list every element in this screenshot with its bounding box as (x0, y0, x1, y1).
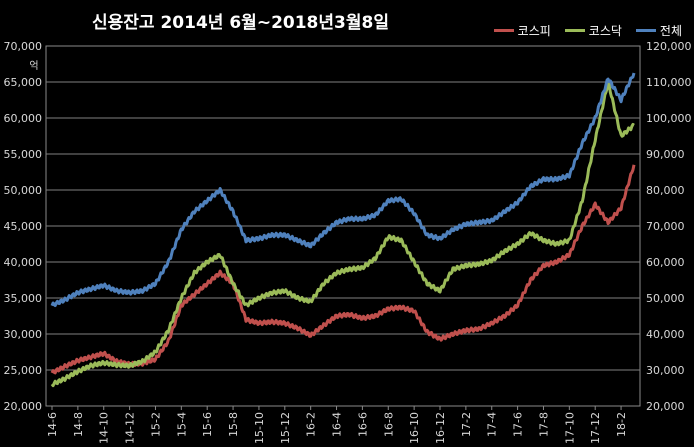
legend-swatch-kospi (493, 29, 514, 32)
y-tick-left: 40,000 (4, 256, 43, 269)
x-tick-label: 15-6 (201, 412, 214, 437)
legend-item-kospi: 코스피 (493, 22, 551, 39)
y-tick-left: 55,000 (4, 148, 43, 161)
x-tick-label: 15-2 (149, 412, 162, 437)
y-tick-left: 25,000 (4, 364, 43, 377)
x-tick-label: 14-10 (98, 412, 111, 444)
y-tick-right: 60,000 (646, 256, 685, 269)
x-tick-label: 17-4 (486, 412, 499, 437)
legend: 코스피 코스닥 전체 (493, 22, 682, 39)
y-tick-right: 20,000 (646, 400, 685, 413)
x-tick-label: 16-6 (356, 412, 369, 437)
y-tick-left: 65,000 (4, 76, 43, 89)
y-tick-left: 30,000 (4, 328, 43, 341)
x-tick-label: 15-10 (253, 412, 266, 444)
y-tick-right: 100,000 (646, 112, 692, 125)
x-tick-label: 16-2 (305, 412, 318, 437)
y-tick-right: 30,000 (646, 364, 685, 377)
chart-title: 신용잔고 2014년 6월~2018년3월8일 (92, 13, 389, 33)
x-tick-label: 14-12 (124, 412, 137, 444)
y-tick-right: 90,000 (646, 148, 685, 161)
legend-item-kosdaq: 코스닥 (564, 22, 622, 39)
y-tick-left: 20,000 (4, 400, 43, 413)
legend-swatch-kosdaq (564, 29, 585, 32)
x-tick-label: 14-6 (46, 412, 59, 437)
y-tick-left: 50,000 (4, 184, 43, 197)
y-unit-label: 억 (29, 60, 38, 72)
y-tick-right: 40,000 (646, 328, 685, 341)
y-tick-right: 110,000 (646, 76, 692, 89)
x-tick-label: 16-12 (434, 412, 447, 444)
y-tick-right: 80,000 (646, 184, 685, 197)
y-tick-left: 45,000 (4, 220, 43, 233)
legend-label-total: 전체 (659, 24, 682, 38)
legend-item-total: 전체 (635, 22, 682, 39)
y-tick-right: 70,000 (646, 220, 685, 233)
y-tick-right: 120,000 (646, 40, 692, 53)
y-tick-left: 35,000 (4, 292, 43, 305)
x-tick-label: 16-4 (331, 412, 344, 437)
x-tick-label: 16-8 (382, 412, 395, 437)
legend-swatch-total (635, 29, 656, 32)
series-line-0 (50, 164, 636, 375)
series-line-2 (50, 72, 636, 308)
legend-label-kospi: 코스피 (517, 24, 551, 38)
x-tick-label: 17-10 (563, 412, 576, 444)
series-line-1 (50, 79, 635, 388)
y-tick-left: 70,000 (4, 40, 43, 53)
x-tick-label: 17-8 (537, 412, 550, 437)
x-tick-label: 17-2 (460, 412, 473, 437)
y-tick-right: 50,000 (646, 292, 685, 305)
y-tick-left: 60,000 (4, 112, 43, 125)
x-tick-label: 15-12 (279, 412, 292, 444)
x-tick-label: 18-2 (615, 412, 628, 437)
x-tick-label: 16-10 (408, 412, 421, 444)
x-tick-label: 15-8 (227, 412, 240, 437)
x-tick-label: 14-8 (72, 412, 85, 437)
legend-label-kosdaq: 코스닥 (588, 24, 622, 38)
x-tick-label: 17-6 (512, 412, 525, 437)
x-tick-label: 15-4 (175, 412, 188, 437)
x-tick-label: 17-12 (589, 412, 602, 444)
